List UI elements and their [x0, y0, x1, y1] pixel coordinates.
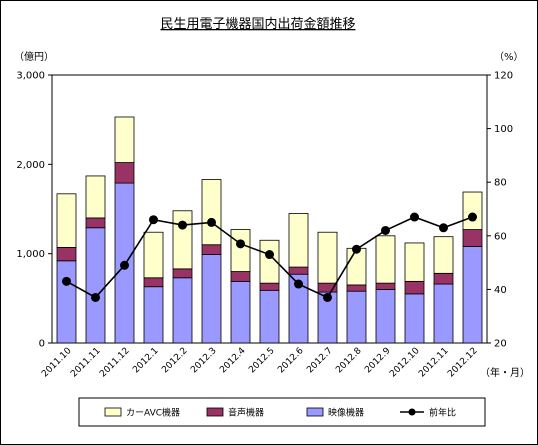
bar-video-2012.1 — [143, 286, 164, 344]
right-tick-label: 100 — [494, 124, 513, 135]
legend-label-car-avc: カーAVC機器 — [126, 407, 180, 419]
bar-audio-2011.12 — [114, 162, 135, 184]
left-tick-label: 3,000 — [16, 71, 45, 82]
bar-video-2011.11 — [85, 227, 106, 344]
bar-audio-2011.11 — [85, 217, 106, 229]
category-label: 2012.4 — [218, 346, 248, 376]
legend-label-video: 映像機器 — [328, 407, 364, 419]
bar-car-avc-2012.6 — [288, 213, 309, 268]
yoy-point-2012.7 — [323, 292, 332, 302]
yoy-point-2012.4 — [236, 239, 245, 249]
bar-audio-2012.11 — [433, 272, 454, 285]
legend-swatch-audio — [206, 407, 224, 417]
category-label: 2012.7 — [305, 346, 334, 375]
yoy-point-2011.11 — [91, 292, 100, 302]
category-label: 2012.2 — [160, 346, 189, 375]
bar-audio-2012.6 — [288, 266, 309, 275]
bar-audio-2011.10 — [56, 247, 77, 262]
bar-audio-2012.12 — [462, 229, 483, 247]
category-label: 2012.10 — [388, 346, 422, 380]
bar-car-avc-2012.1 — [143, 231, 164, 279]
bar-audio-2012.1 — [143, 277, 164, 288]
bar-car-avc-2012.10 — [404, 242, 425, 282]
bar-car-avc-2012.7 — [317, 231, 338, 284]
bar-audio-2012.2 — [172, 268, 193, 279]
bar-video-2012.8 — [346, 290, 367, 344]
legend-swatch-car-avc — [104, 407, 122, 417]
category-label: 2011.12 — [98, 346, 131, 379]
category-label: 2012.3 — [189, 346, 218, 375]
category-label: 2012.11 — [417, 346, 450, 379]
bar-video-2012.4 — [230, 280, 251, 344]
bar-car-avc-2012.8 — [346, 247, 367, 286]
bar-car-avc-2012.9 — [375, 235, 396, 284]
yoy-point-2012.3 — [207, 217, 216, 227]
bar-video-2012.10 — [404, 293, 425, 344]
bar-audio-2012.5 — [259, 282, 280, 291]
category-label: 2011.11 — [69, 346, 102, 379]
bar-audio-2012.4 — [230, 271, 251, 282]
yoy-point-2012.6 — [294, 279, 303, 289]
yoy-point-2012.12 — [468, 212, 477, 222]
category-label: 2012.8 — [334, 346, 364, 376]
x-axis-unit: （年・月） — [480, 366, 530, 379]
bar-car-avc-2011.11 — [85, 175, 106, 219]
yoy-point-2012.8 — [352, 244, 361, 254]
legend-label-audio: 音声機器 — [228, 407, 264, 419]
bar-video-2012.2 — [172, 277, 193, 344]
bar-video-2012.5 — [259, 289, 280, 344]
bar-video-2012.3 — [201, 254, 222, 344]
right-tick-label: 120 — [494, 71, 513, 82]
bar-audio-2012.9 — [375, 282, 396, 290]
right-tick-label: 20 — [494, 339, 507, 350]
left-tick-label: 2,000 — [16, 160, 45, 171]
right-axis-unit: （%） — [494, 51, 524, 63]
left-axis-unit: （億円） — [14, 50, 54, 63]
chart-title: 民生用電子機器国内出荷金額推移 — [160, 16, 355, 32]
bar-car-avc-2012.12 — [462, 191, 483, 230]
bar-video-2011.10 — [56, 260, 77, 344]
yoy-point-2012.10 — [410, 212, 419, 222]
bar-car-avc-2011.12 — [114, 116, 135, 163]
category-label: 2012.6 — [276, 346, 306, 376]
bar-car-avc-2012.5 — [259, 239, 280, 284]
legend: カーAVC機器 音声機器 映像機器 前年比 — [78, 397, 486, 427]
bar-car-avc-2012.4 — [230, 229, 251, 272]
bar-audio-2012.8 — [346, 284, 367, 292]
category-label: 2012.12 — [446, 346, 479, 379]
right-tick-label: 60 — [494, 231, 507, 242]
yoy-point-2012.9 — [381, 225, 390, 235]
plot-area: 01,0002,0003,000204060801001202011.10201… — [16, 71, 513, 380]
yoy-point-2011.10 — [62, 276, 71, 286]
yoy-point-2011.12 — [120, 260, 129, 270]
left-tick-label: 1,000 — [16, 249, 45, 260]
left-tick-label: 0 — [39, 339, 45, 350]
category-label: 2011.10 — [40, 346, 74, 380]
bar-car-avc-2011.10 — [56, 193, 77, 248]
yoy-point-2012.1 — [149, 215, 158, 225]
legend-marker-yoy — [408, 408, 416, 416]
yoy-point-2012.5 — [265, 250, 274, 260]
bar-car-avc-2012.11 — [433, 236, 454, 274]
bar-car-avc-2012.3 — [201, 179, 222, 246]
category-label: 2012.1 — [131, 346, 160, 375]
legend-label-yoy: 前年比 — [429, 407, 456, 419]
bar-audio-2012.10 — [404, 280, 425, 295]
bar-video-2012.9 — [375, 288, 396, 344]
bar-car-avc-2012.2 — [172, 210, 193, 270]
bar-audio-2012.3 — [201, 244, 222, 255]
bar-video-2012.12 — [462, 246, 483, 344]
yoy-point-2012.2 — [178, 220, 187, 230]
right-tick-label: 80 — [494, 178, 507, 189]
right-tick-label: 40 — [494, 285, 507, 296]
category-label: 2012.5 — [247, 346, 276, 375]
legend-swatch-video — [306, 407, 324, 417]
bar-video-2012.11 — [433, 283, 454, 344]
yoy-point-2012.11 — [439, 223, 448, 233]
